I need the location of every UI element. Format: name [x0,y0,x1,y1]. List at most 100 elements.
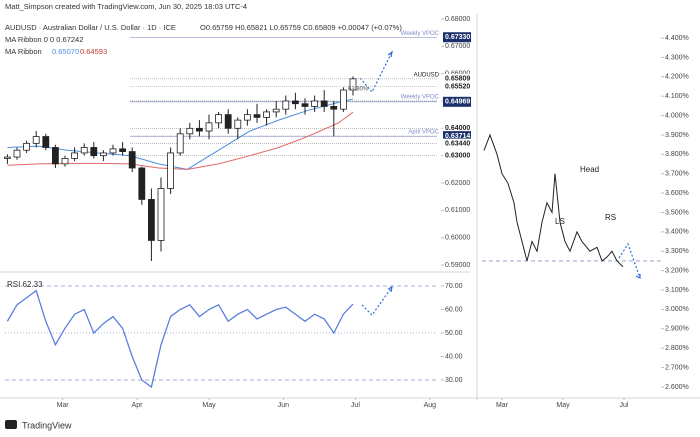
x-tick-label: Apr [132,402,144,409]
pane-title: RSI 62.33 [7,280,43,289]
ribbon-2-slow: 0.64593 [80,47,107,56]
x-tick-label: Mar [496,402,509,409]
level-badge [443,96,471,107]
ribbon-1: MA Ribbon 0 0 0.67242 [5,35,83,44]
candle-body [147,199,155,241]
y-tick-label: 3.500% [665,209,689,216]
y-tick-label: 4.300% [665,54,689,61]
y-tick-label: 4.000% [665,112,689,119]
y-tick-label: 0.62000 [445,180,470,187]
candle-body [52,147,59,165]
candle-body [109,148,117,154]
candle-body [195,127,203,132]
candle-body [234,119,242,129]
y-tick-label: 3.200% [665,267,689,274]
candle-body [320,100,328,107]
level-badge [443,150,471,161]
y-tick-label: 60.00 [445,306,463,313]
y-tick-label: 3.000% [665,306,689,313]
y-tick-label: 2.700% [665,364,689,371]
level-badge [443,123,471,134]
x-tick-label: May [202,402,216,409]
candle-body [311,100,319,107]
level-text: Weekly VPOC [401,31,440,37]
y-tick-label: 40.00 [445,353,463,360]
y-tick-label: 3.400% [665,229,689,236]
x-tick-label: Jul [620,402,629,409]
y-tick-label: 2.800% [665,345,689,352]
candle-body [243,114,251,121]
y-tick-label: 4.200% [665,74,689,81]
candle-body [138,167,146,200]
symbol: AUDUSD · Australian Dollar / U.S. Dollar… [5,23,176,32]
candle-body [282,100,290,110]
candle-body [61,158,69,165]
projection-arrows [359,50,641,316]
y-tick-label: 2.600% [665,384,689,391]
level-label: 0.65809 [445,76,470,83]
candle-body [71,152,78,159]
annotation: Head [580,165,599,174]
y-tick-label: 3.900% [665,132,689,139]
ribbon-2-fast: 0.65070 [52,47,79,56]
credit: Matt_Simpson created with TradingView.co… [5,2,247,11]
level-text: Weekly VPOC [401,95,440,101]
x-tick-label: Jun [278,402,289,409]
x-tick-label: Jul [351,402,360,409]
candle-body [32,136,40,144]
candle-body [4,156,11,159]
y-tick-label: 3.100% [665,287,689,294]
footer-brand: TradingView [22,420,72,430]
ohlc: O0.65759 H0.65821 L0.65759 C0.65809 +0.0… [200,23,402,32]
candle-body [13,149,21,158]
candle-body [128,151,136,169]
level-text: April VPOC [408,130,439,136]
candle-body [215,114,223,124]
level-label: 0.67330 [445,34,470,41]
level-label: 0.64969 [445,99,470,106]
level-badge [443,131,471,142]
level-badge [443,73,471,84]
y-tick-label: 0.67000 [445,43,470,50]
candle-body [90,147,98,157]
candle-body [253,114,261,118]
level-label: 0.63714 [445,133,470,140]
y-tick-label: 4.100% [665,93,689,100]
level-badge [443,81,471,92]
annotation: LS [555,217,565,226]
series-line [483,133,624,268]
x-tick-label: May [556,402,570,409]
candle-body [186,127,194,135]
y-tick-label: 3.300% [665,248,689,255]
level-label: 0.63440 [445,140,470,147]
candle-body [301,103,309,107]
y-tick-label: 3.700% [665,171,689,178]
candle-body [42,136,50,148]
candle-body [23,142,31,151]
level-label: 0.64000 [445,125,470,132]
candle-body [339,89,347,110]
candle-body [80,147,88,154]
x-tick-label: Mar [57,402,70,409]
level-text: AUDUSD [414,72,440,78]
candle-body [157,188,165,241]
candle-body [119,148,126,152]
candle-body [205,122,213,132]
level-badge [443,138,471,149]
y-tick-label: 0.60000 [445,235,470,242]
candle-body [263,111,271,118]
candle-body [291,100,299,105]
candle-body [272,108,280,113]
y-tick-label: 3.600% [665,190,689,197]
candle-body [176,133,184,154]
x-tick-label: Aug [424,402,437,409]
y-tick-label: 0.61000 [445,207,470,214]
candle-body [100,152,107,157]
level-label: 0.65520 [445,84,470,91]
y-tick-label: 0.59000 [445,262,470,269]
y-tick-label: 4.400% [665,35,689,42]
level-badge [443,32,471,43]
level-label: 0.63000 [445,153,470,160]
candle-body [224,114,232,129]
